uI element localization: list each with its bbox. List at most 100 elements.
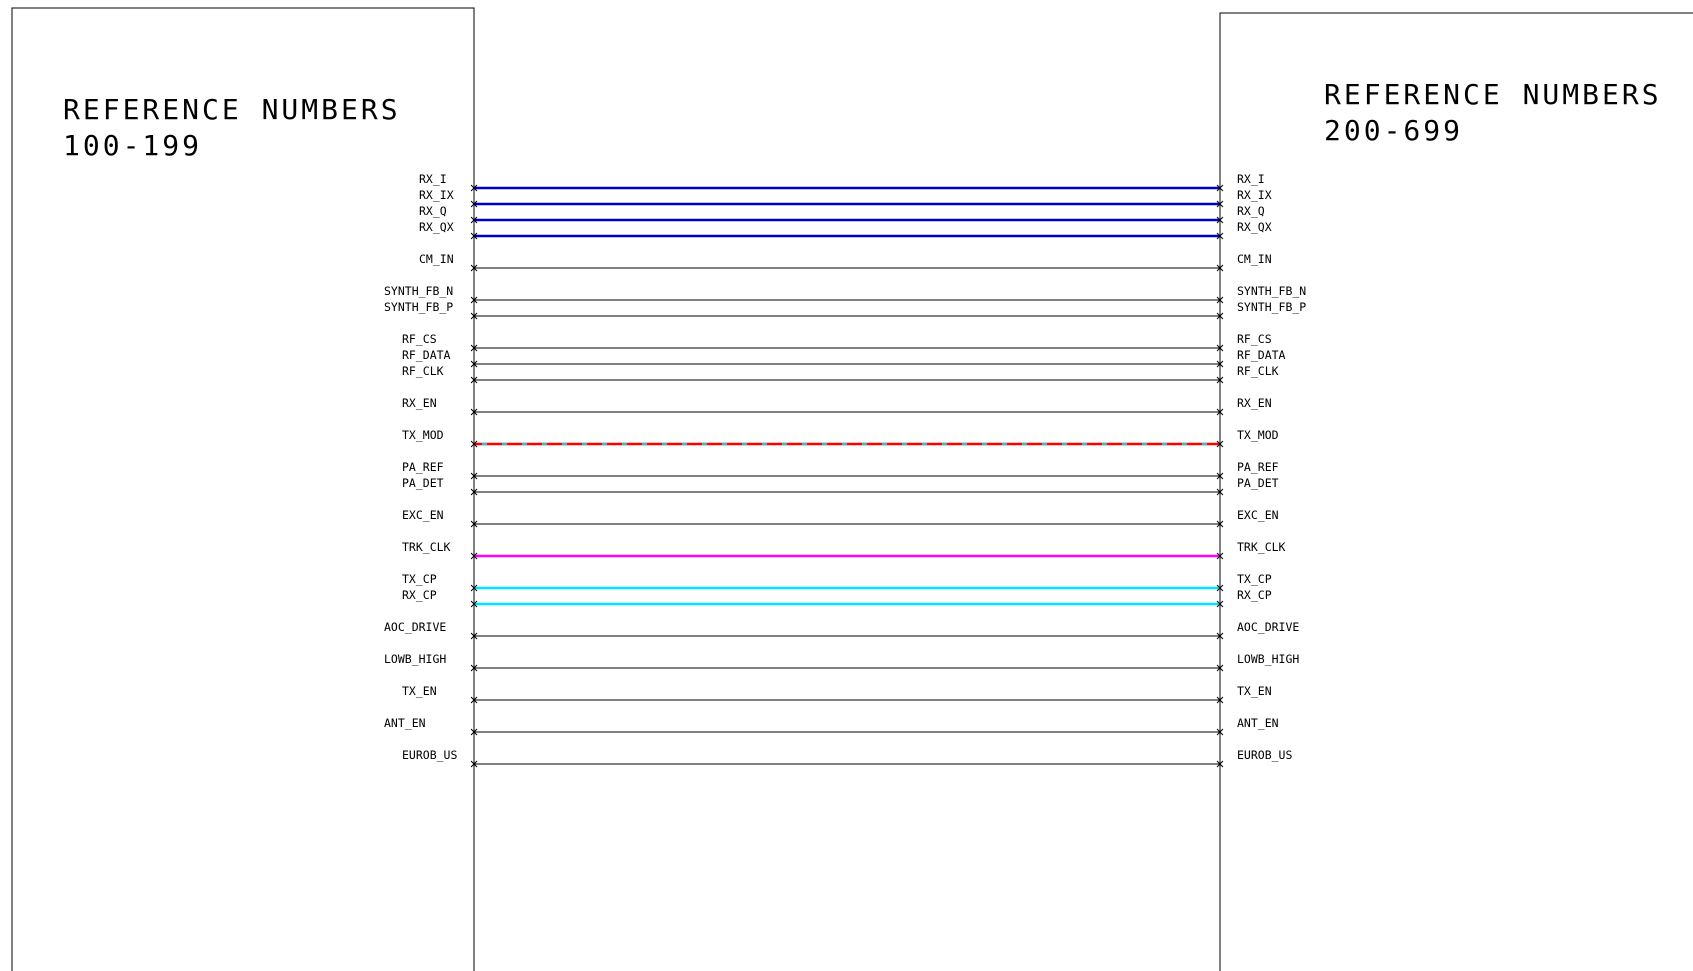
right-pin-marker [1216,408,1224,416]
right-net-label: RX_EN [1237,396,1272,410]
left-net-label: RX_QX [419,220,454,234]
left-pin-marker [470,232,478,240]
left-block-range: 100-199 [63,129,202,162]
left-net-label: ANT_EN [384,716,426,730]
right-pin-marker [1216,440,1224,448]
right-block-outline [1219,12,1693,971]
left-pin-marker [470,312,478,320]
net-group: RX_I RX_I RX_IX RX_IX RX_Q RX_Q RX_QX RX_QX CM_I… [384,172,1306,768]
left-pin-marker [470,552,478,560]
left-pin-marker [470,440,478,448]
right-net-label: TRK_CLK [1237,540,1286,554]
left-net-label: TX_MOD [402,428,444,442]
left-pin-marker [470,520,478,528]
right-net-label: RF_CS [1237,332,1272,346]
right-net-label: RX_Q [1237,204,1265,218]
right-net-label: RX_CP [1237,588,1272,602]
left-pin-marker [470,296,478,304]
left-net-label: SYNTH_FB_P [384,300,453,314]
left-net-label: RX_I [419,172,447,186]
left-net-label: RX_EN [402,396,437,410]
right-pin-marker [1216,728,1224,736]
right-pin-marker [1216,360,1224,368]
left-net-label: RX_CP [402,588,437,602]
left-net-label: RF_CS [402,332,437,346]
right-net-label: EUROB_US [1237,748,1292,762]
left-pin-marker [470,696,478,704]
left-net-label: EXC_EN [402,508,444,522]
left-pin-marker [470,360,478,368]
right-net-label: TX_CP [1237,572,1272,586]
right-net-label: RF_DATA [1237,348,1286,362]
right-net-label: PA_DET [1237,476,1279,490]
left-pin-marker [470,264,478,272]
left-net-label: CM_IN [419,252,454,266]
left-net-label: RF_CLK [402,364,444,378]
right-pin-marker [1216,520,1224,528]
right-pin-marker [1216,344,1224,352]
left-net-label: TX_CP [402,572,437,586]
right-net-label: RX_IX [1237,188,1272,202]
left-pin-marker [470,760,478,768]
left-net-label: LOWB_HIGH [384,652,446,666]
right-net-label: RX_I [1237,172,1265,186]
right-pin-marker [1216,376,1224,384]
right-pin-marker [1216,664,1224,672]
right-pin-marker [1216,296,1224,304]
left-net-label: TX_EN [402,684,437,698]
right-pin-marker [1216,552,1224,560]
left-pin-marker [470,488,478,496]
right-net-label: LOWB_HIGH [1237,652,1299,666]
right-net-label: CM_IN [1237,252,1272,266]
left-pin-marker [470,728,478,736]
right-net-label: EXC_EN [1237,508,1279,522]
left-pin-marker [470,664,478,672]
left-net-label: PA_DET [402,476,444,490]
right-net-label: RX_QX [1237,220,1272,234]
right-net-label: SYNTH_FB_P [1237,300,1306,314]
right-pin-marker [1216,200,1224,208]
left-pin-marker [470,632,478,640]
left-pin-marker [470,600,478,608]
left-net-label: EUROB_US [402,748,457,762]
right-pin-marker [1216,472,1224,480]
right-pin-marker [1216,184,1224,192]
left-pin-marker [470,200,478,208]
right-pin-marker [1216,760,1224,768]
right-net-label: RF_CLK [1237,364,1279,378]
right-net-label: PA_REF [1237,460,1279,474]
left-pin-marker [470,376,478,384]
left-net-label: SYNTH_FB_N [384,284,453,298]
right-pin-marker [1216,264,1224,272]
left-block-title: REFERENCE NUMBERS [63,93,401,126]
left-pin-marker [470,408,478,416]
left-block-outline [11,7,475,971]
right-block-title: REFERENCE NUMBERS [1324,78,1662,111]
right-pin-marker [1216,232,1224,240]
left-net-label: RX_IX [419,188,454,202]
right-pin-marker [1216,312,1224,320]
right-net-label: SYNTH_FB_N [1237,284,1306,298]
left-pin-marker [470,216,478,224]
left-pin-marker [470,472,478,480]
left-pin-marker [470,344,478,352]
right-pin-marker [1216,488,1224,496]
right-net-label: TX_MOD [1237,428,1279,442]
right-pin-marker [1216,216,1224,224]
left-net-label: RX_Q [419,204,447,218]
right-pin-marker [1216,584,1224,592]
right-pin-marker [1216,632,1224,640]
right-block-range: 200-699 [1324,114,1463,147]
right-pin-marker [1216,696,1224,704]
left-net-label: TRK_CLK [402,540,451,554]
right-pin-marker [1216,600,1224,608]
left-net-label: RF_DATA [402,348,451,362]
right-net-label: TX_EN [1237,684,1272,698]
right-net-label: AOC_DRIVE [1237,620,1299,634]
right-net-label: ANT_EN [1237,716,1279,730]
left-pin-marker [470,584,478,592]
left-net-label: AOC_DRIVE [384,620,446,634]
left-net-label: PA_REF [402,460,444,474]
left-pin-marker [470,184,478,192]
